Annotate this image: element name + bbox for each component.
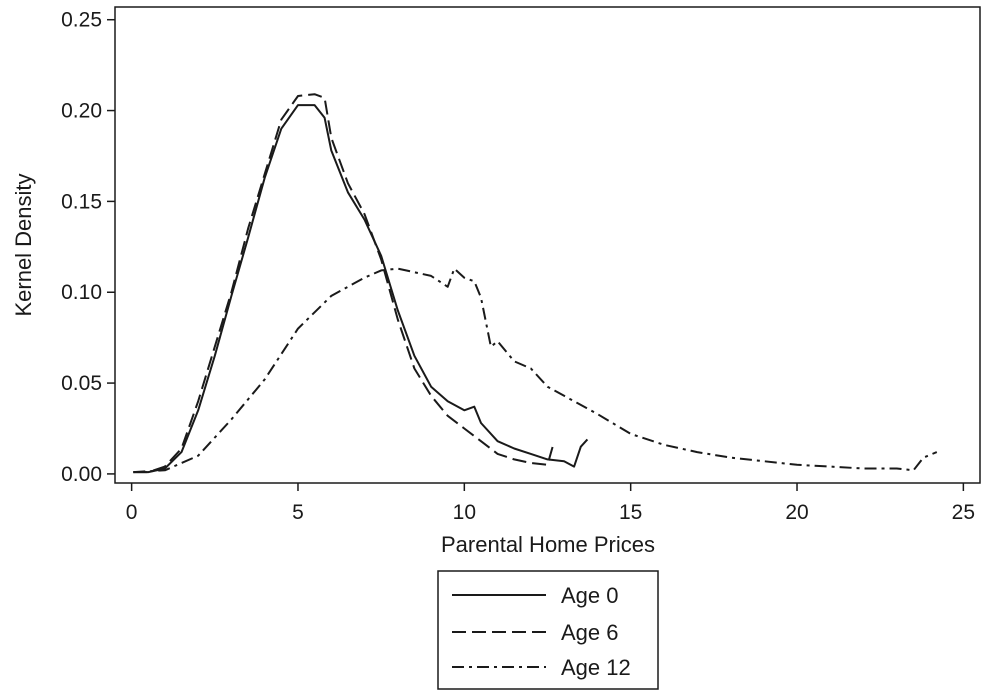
y-tick-label: 0.05 bbox=[61, 372, 102, 395]
y-tick-label: 0.25 bbox=[61, 9, 102, 32]
x-tick-label: 5 bbox=[292, 501, 304, 524]
y-tick-label: 0.20 bbox=[61, 100, 102, 123]
series-line-age-6 bbox=[133, 93, 556, 474]
legend: Age 0 Age 6 Age 12 bbox=[437, 570, 659, 690]
legend-box bbox=[437, 570, 659, 690]
x-axis-title: Parental Home Prices bbox=[441, 532, 655, 557]
plot-area bbox=[114, 6, 981, 484]
y-axis: 0.00 0.05 0.10 0.15 0.20 0.25 bbox=[61, 9, 115, 486]
y-tick-label: 0.15 bbox=[61, 190, 102, 213]
x-tick-label: 25 bbox=[952, 501, 975, 524]
y-tick-label: 0.10 bbox=[61, 281, 102, 304]
x-tick-label: 15 bbox=[619, 501, 642, 524]
x-tick-label: 0 bbox=[126, 501, 138, 524]
x-tick-label: 10 bbox=[453, 501, 476, 524]
y-axis-title: Kernel Density bbox=[11, 173, 36, 316]
series-line-age-12 bbox=[133, 267, 938, 474]
series-lines bbox=[133, 93, 938, 474]
legend-label-age-6: Age 6 bbox=[561, 620, 619, 645]
x-tick-label: 20 bbox=[785, 501, 808, 524]
legend-label-age-0: Age 0 bbox=[561, 583, 619, 608]
legend-label-age-12: Age 12 bbox=[561, 655, 631, 680]
x-axis: 0 5 10 15 20 25 bbox=[126, 483, 975, 524]
y-tick-label: 0.00 bbox=[61, 463, 102, 486]
